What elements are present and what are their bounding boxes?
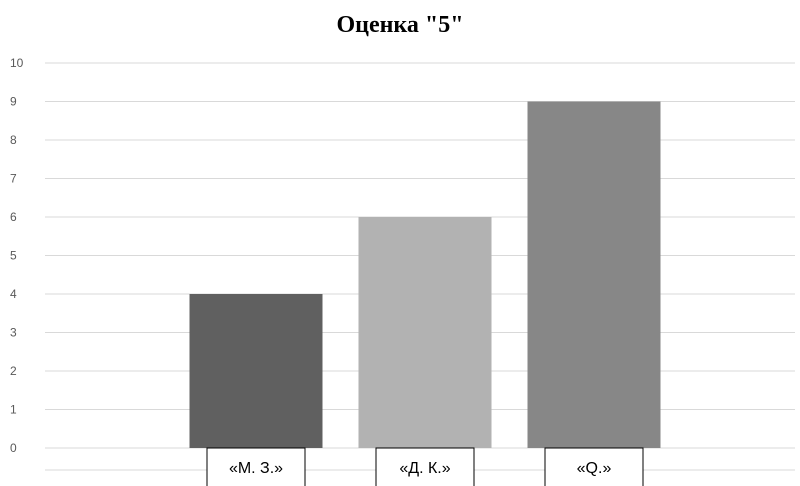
y-tick-label: 1 [10, 403, 17, 417]
bar [189, 294, 323, 448]
y-tick-label: 6 [10, 210, 17, 224]
category-label: «Q.» [577, 460, 612, 477]
y-tick-label: 4 [10, 287, 17, 301]
category-label-box [544, 447, 644, 486]
y-tick-label: 3 [10, 326, 17, 340]
y-tick-label: 2 [10, 364, 17, 378]
category-label: «Д. К.» [399, 460, 450, 477]
category-label: «М. З.» [229, 460, 283, 477]
category-label-box [206, 447, 306, 486]
y-tick-label: 7 [10, 172, 17, 186]
y-tick-label: 9 [10, 95, 17, 109]
bar [358, 217, 492, 448]
y-axis-tick-labels: 0 1 2 3 4 5 6 7 8 9 10 [10, 56, 24, 455]
y-tick-label: 8 [10, 133, 17, 147]
bars [189, 101, 661, 448]
x-axis-category-labels: «М. З.» «Д. К.» «Q.» [206, 447, 644, 486]
category-label-box [375, 447, 475, 486]
bar [527, 101, 661, 448]
y-tick-label: 10 [10, 56, 24, 70]
y-tick-label: 0 [10, 441, 17, 455]
chart-title: Оценка "5" [336, 12, 464, 38]
y-tick-label: 5 [10, 249, 17, 263]
